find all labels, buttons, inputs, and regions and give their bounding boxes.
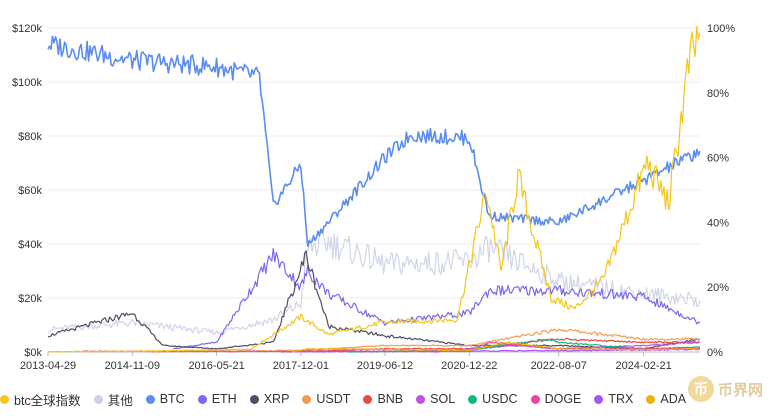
legend-label: ETH xyxy=(211,392,237,406)
y-right-tick-label: 0% xyxy=(707,347,723,359)
legend-item[interactable]: TRX xyxy=(594,392,633,406)
legend-item[interactable]: 其他 xyxy=(93,390,133,409)
legend-label: 其他 xyxy=(107,393,133,408)
x-tick-label: 2024-02-21 xyxy=(615,360,671,372)
legend-item[interactable]: USDC xyxy=(468,392,518,406)
legend-label: DOGE xyxy=(544,392,582,406)
series-line-xrp xyxy=(47,250,701,350)
legend-swatch xyxy=(530,394,540,404)
y-left-tick-label: $80k xyxy=(18,131,42,143)
legend-swatch xyxy=(249,394,259,404)
legend-item[interactable]: ETH xyxy=(197,392,237,406)
legend-label: BNB xyxy=(377,392,404,406)
series-line-其他 xyxy=(47,229,701,336)
y-right-tick-label: 100% xyxy=(707,23,735,35)
legend-swatch xyxy=(197,394,207,404)
y-left-tick-label: $20k xyxy=(18,293,42,305)
legend-item[interactable]: SOL xyxy=(416,392,455,406)
legend-label: SOL xyxy=(430,392,456,406)
x-tick-label: 2017-12-01 xyxy=(273,360,329,372)
legend-swatch xyxy=(468,394,478,404)
x-tick-label: 2013-04-29 xyxy=(20,360,76,372)
x-tick-label: 2016-05-21 xyxy=(188,360,244,372)
watermark-logo: 币 币界网 xyxy=(687,376,763,402)
y-right-tick-label: 60% xyxy=(707,153,729,165)
legend-swatch xyxy=(145,394,155,404)
y-left-tick-label: $100k xyxy=(12,77,42,89)
legend-swatch xyxy=(646,394,656,404)
coin-logo-icon: 币 xyxy=(687,376,714,402)
series-line-btc xyxy=(47,35,701,248)
y-left-tick-label: $60k xyxy=(18,185,42,197)
legend-label: XRP xyxy=(263,392,290,406)
legend-swatch xyxy=(416,394,426,404)
legend-item[interactable]: XRP xyxy=(249,392,290,406)
y-left-tick-label: $0k xyxy=(24,347,42,359)
y-left-tick-label: $120k xyxy=(12,23,42,35)
watermark-text: 币界网 xyxy=(717,381,763,399)
y-right-tick-label: 80% xyxy=(707,88,729,100)
legend-item[interactable]: USDT xyxy=(302,392,350,406)
x-tick-label: 2014-11-09 xyxy=(105,360,160,372)
y-right-tick-label: 20% xyxy=(707,282,729,294)
legend-swatch xyxy=(594,394,604,404)
legend-item[interactable]: BTC xyxy=(145,392,185,406)
legend-swatch xyxy=(93,394,103,404)
legend-label: ADA xyxy=(660,392,687,406)
legend-item[interactable]: ADA xyxy=(646,392,686,406)
legend-label: TRX xyxy=(608,392,634,406)
series-line-ada xyxy=(291,341,701,353)
legend-item[interactable]: btc全球指数 xyxy=(0,390,81,409)
legend-label: USDC xyxy=(482,392,518,406)
legend-label: btc全球指数 xyxy=(14,393,81,408)
legend-item[interactable]: BNB xyxy=(363,392,403,406)
legend-swatch xyxy=(0,394,9,404)
chart: $0k $20k $40k $60k $80k $100k $120k 0% 20% 40% 60%… xyxy=(12,23,735,372)
series-line-btc全球指数 xyxy=(47,25,701,353)
legend: btc全球指数 其他 BTC ETH XRP USDT BNB SOL USDC DOGE TRX A… xyxy=(0,388,769,410)
x-tick-label: 2020-12-22 xyxy=(441,360,497,372)
legend-item[interactable]: DOGE xyxy=(530,392,582,406)
x-tick-label: 2022-08-07 xyxy=(531,360,587,372)
legend-swatch xyxy=(302,394,312,404)
legend-label: USDT xyxy=(316,392,351,406)
y-left-tick-label: $40k xyxy=(18,239,42,251)
x-tick-label: 2019-06-12 xyxy=(357,360,413,372)
legend-label: BTC xyxy=(159,392,185,406)
series-line-trx xyxy=(288,348,701,353)
legend-swatch xyxy=(363,394,373,404)
series-line-eth xyxy=(172,247,701,350)
y-right-tick-label: 40% xyxy=(707,217,729,229)
